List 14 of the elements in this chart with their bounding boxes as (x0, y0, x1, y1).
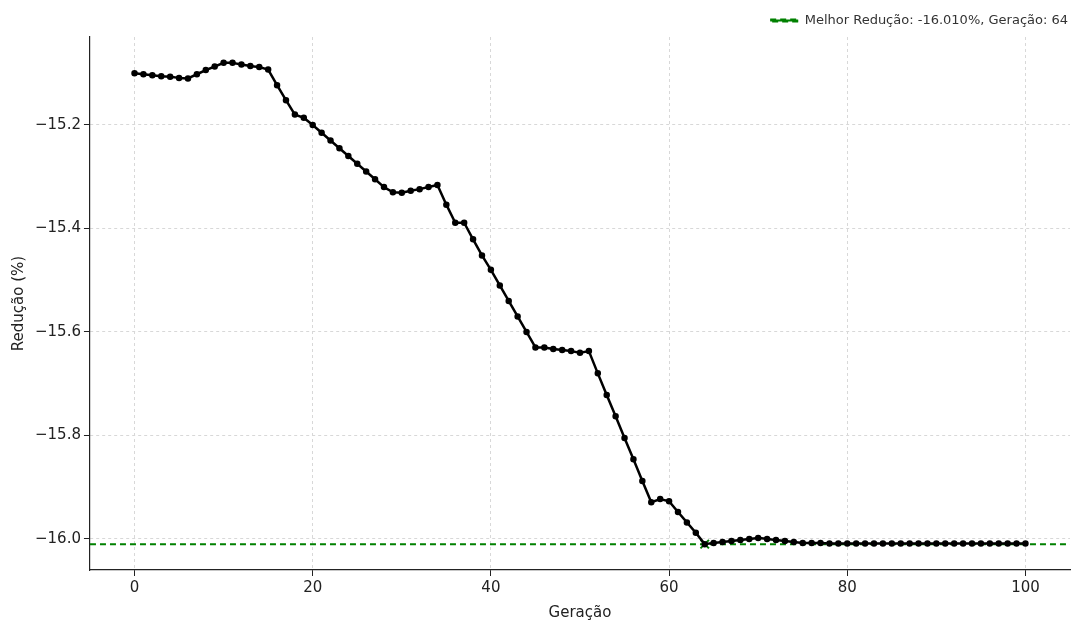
x-tick-label: 0 (129, 577, 140, 596)
x-tick-label: 20 (303, 577, 323, 596)
x-tick-label: 100 (1011, 577, 1040, 596)
y-tick-label: −15.8 (35, 425, 81, 444)
y-axis-title: Redução (%) (8, 255, 27, 352)
x-tick-label: 60 (659, 577, 679, 596)
legend-label: Melhor Redução: -16.010%, Geração: 64 (804, 11, 1069, 27)
x-axis-title: Geração (548, 602, 612, 621)
y-tick-label: −15.6 (35, 321, 81, 340)
x-tick-label: 80 (837, 577, 857, 596)
y-tick-label: −15.4 (35, 218, 81, 237)
x-tick-label: 40 (481, 577, 501, 596)
y-tick-label: −16.0 (35, 528, 81, 547)
y-tick-label: −15.2 (35, 114, 81, 133)
